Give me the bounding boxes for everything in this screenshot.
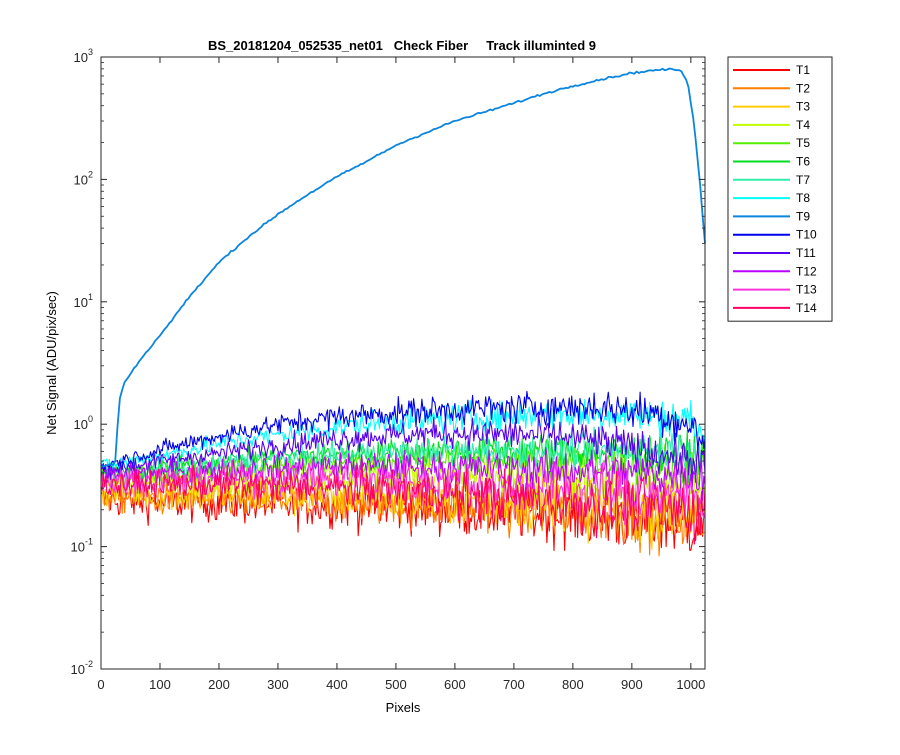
legend-box (727, 56, 833, 322)
x-tick-label: 500 (385, 677, 407, 692)
series-line-t6 (100, 428, 706, 483)
series-line-t5 (100, 439, 706, 491)
plot-area (101, 57, 705, 669)
y-tick-label: 10-2 (71, 659, 93, 677)
axes-box (100, 56, 706, 670)
x-tick-label: 100 (149, 677, 171, 692)
y-tick-label: 100 (74, 414, 93, 432)
legend-label-t2: T2 (796, 81, 810, 95)
legend-label-t12: T12 (796, 264, 817, 278)
legend-label-t11: T11 (796, 246, 816, 260)
y-axis-label: Net Signal (ADU/pix/sec) (44, 291, 59, 435)
y-tick-label: 10-1 (71, 537, 93, 555)
y-tick-label: 101 (74, 292, 93, 310)
series-layer (100, 67, 706, 557)
chart-legend: T1 T2 T3 T4 T5 T6 T7 T8 T9 T10 T11 T12 T13 T14 (727, 56, 833, 322)
x-tick-label: 300 (267, 677, 289, 692)
legend-label-t4: T4 (796, 118, 810, 132)
axes-layer: 0 100 200 300 400 500 600 700 800 900 1000 10-2 10-1… (71, 47, 706, 692)
x-tick-label: 400 (326, 677, 348, 692)
x-axis-label: Pixels (386, 700, 421, 715)
legend-label-t6: T6 (796, 155, 810, 169)
legend-label-t8: T8 (796, 191, 810, 205)
x-tick-label: 700 (503, 677, 525, 692)
x-tick-label: 200 (208, 677, 230, 692)
x-tick-label: 900 (621, 677, 643, 692)
series-line-t13 (100, 459, 706, 526)
chart-title: BS_20181204_052535_net01 Check Fiber Tra… (208, 38, 596, 53)
x-tick-label: 0 (97, 677, 104, 692)
legend-label-t14: T14 (796, 301, 817, 315)
x-tick-label: 800 (562, 677, 584, 692)
legend-label-t10: T10 (796, 228, 817, 242)
series-line-t10 (100, 390, 706, 471)
y-tick-label: 102 (74, 169, 93, 187)
y-tick-label: 103 (74, 47, 93, 65)
legend-label-t5: T5 (796, 136, 810, 150)
series-line-t12 (100, 447, 706, 501)
x-tick-label: 600 (444, 677, 466, 692)
series-line-t14 (100, 461, 706, 545)
legend-label-t13: T13 (796, 283, 817, 297)
legend-label-t3: T3 (796, 100, 810, 114)
x-tick-label: 1000 (676, 677, 705, 692)
legend-label-t1: T1 (796, 63, 810, 77)
legend-label-t7: T7 (796, 173, 810, 187)
legend-label-t9: T9 (796, 209, 810, 223)
series-line-t9 (100, 67, 706, 468)
